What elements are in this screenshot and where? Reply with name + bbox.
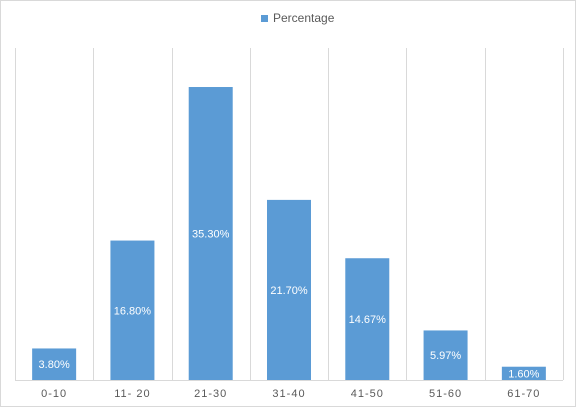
data-label: 14.67% — [349, 314, 387, 326]
bar — [32, 348, 77, 380]
bar — [188, 87, 233, 380]
bar — [501, 366, 546, 380]
x-tick-label: 41-50 — [351, 388, 384, 400]
bar — [423, 330, 468, 380]
legend: Percentage — [261, 11, 334, 25]
data-label: 5.97% — [430, 350, 461, 362]
x-tick-label: 31-40 — [272, 388, 305, 400]
data-label: 21.70% — [270, 285, 308, 297]
data-label: 1.60% — [508, 368, 539, 380]
data-label: 35.30% — [192, 229, 230, 241]
bar — [267, 199, 311, 380]
x-tick-label: 11- 20 — [114, 388, 150, 400]
data-label: 16.80% — [114, 305, 152, 317]
x-tick-label: 21-30 — [194, 388, 227, 400]
bar — [110, 240, 155, 380]
x-tick-label: 0-10 — [41, 388, 67, 400]
x-tick-label: 51-60 — [429, 388, 462, 400]
bar — [345, 258, 390, 380]
legend-swatch — [261, 14, 268, 22]
x-tick-label: 61-70 — [507, 388, 540, 400]
data-label: 3.80% — [39, 359, 70, 371]
legend-label: Percentage — [273, 11, 335, 25]
